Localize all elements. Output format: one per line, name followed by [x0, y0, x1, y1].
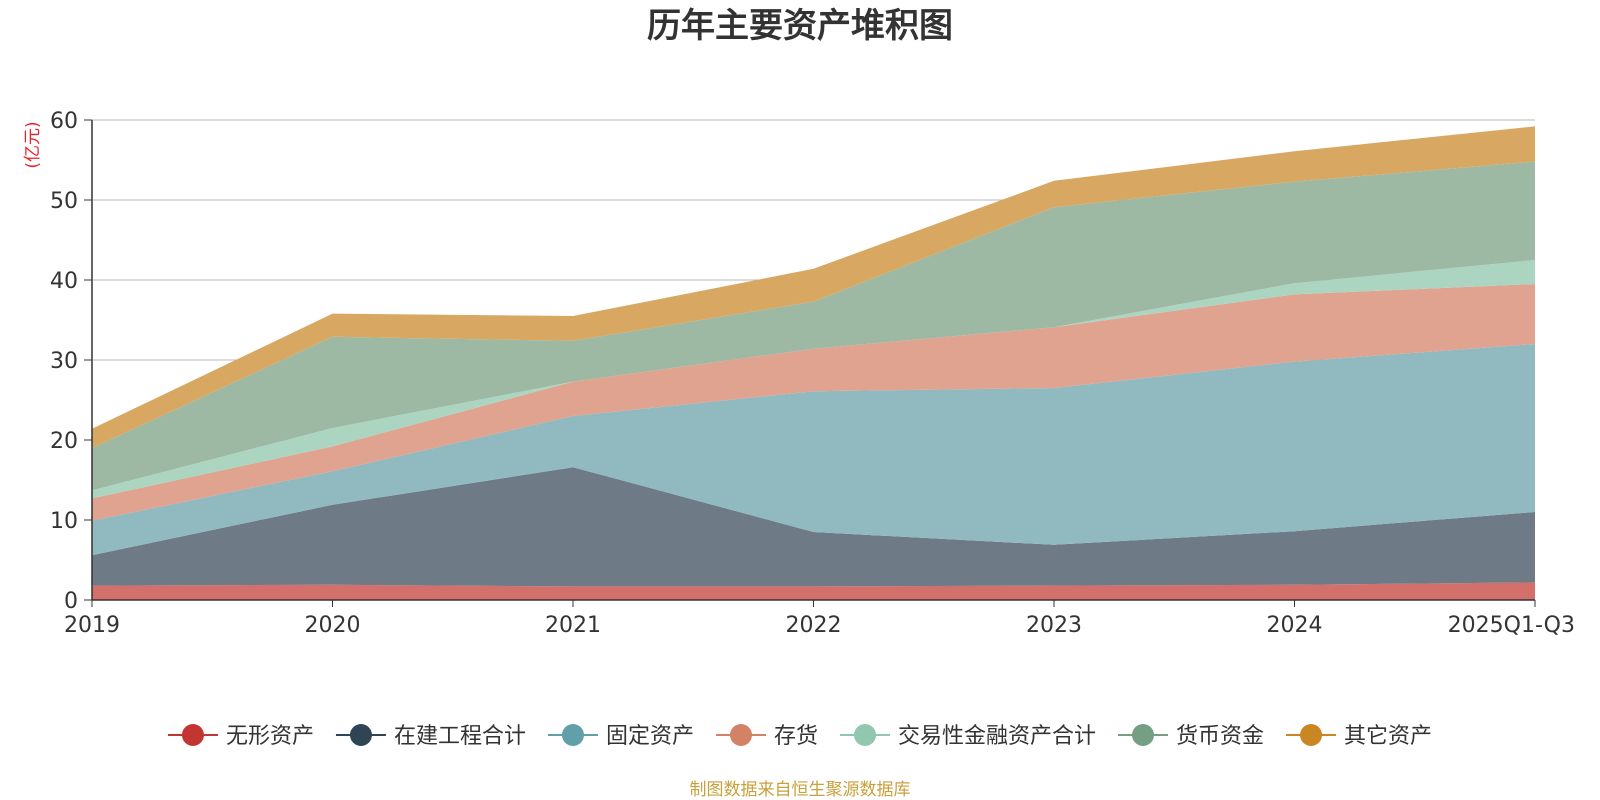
legend-marker-dot — [561, 724, 584, 746]
data-source-note: 制图数据来自恒生聚源数据库 — [690, 780, 911, 800]
legend-label: 存货 — [774, 724, 818, 749]
y-axis-unit-label: (亿元) — [23, 121, 43, 168]
legend-marker-dot — [1300, 724, 1323, 746]
x-tick-label: 2019 — [64, 613, 120, 638]
legend-marker-dot — [854, 724, 877, 746]
area-series-1 — [92, 467, 1535, 587]
x-tick-label: 2021 — [545, 613, 601, 638]
legend-label: 固定资产 — [606, 724, 694, 749]
legend-label: 交易性金融资产合计 — [898, 724, 1096, 749]
area-series-0 — [92, 582, 1535, 600]
x-tick-label: 2025Q1-Q3 — [1448, 613, 1575, 638]
area-series-group — [92, 126, 1535, 600]
chart-title: 历年主要资产堆积图 — [647, 6, 953, 46]
y-tick-label: 10 — [50, 509, 78, 534]
legend-label: 货币资金 — [1176, 724, 1264, 749]
legend-marker-dot — [181, 724, 204, 746]
axes-group: 0 10 20 30 40 50 60 2019 2020 2021 2022 2023 2024 202… — [50, 109, 1575, 638]
y-tick-label: 30 — [50, 349, 78, 374]
x-tick-label: 2023 — [1026, 613, 1082, 638]
legend-label: 无形资产 — [226, 724, 314, 749]
legend-marker-dot — [1132, 724, 1155, 746]
legend-marker-dot — [729, 724, 752, 746]
legend-label: 其它资产 — [1344, 724, 1432, 749]
area-series-3 — [92, 284, 1535, 521]
area-series-2 — [92, 344, 1535, 556]
x-tick-label: 2022 — [786, 613, 842, 638]
y-tick-label: 0 — [64, 589, 78, 614]
area-series-6 — [92, 126, 1535, 449]
legend-label: 在建工程合计 — [394, 724, 526, 749]
legend: 无形资产 在建工程合计 固定资产 存货 交易性金融资产合计 货币资金 其它资产 — [167, 724, 1432, 749]
y-tick-label: 40 — [50, 269, 78, 294]
y-tick-label: 50 — [50, 189, 78, 214]
y-tick-label: 60 — [50, 109, 78, 134]
legend-marker-dot — [349, 724, 372, 746]
area-series-5 — [92, 161, 1535, 491]
area-series-4 — [92, 260, 1535, 499]
x-tick-label: 2020 — [305, 613, 361, 638]
x-tick-label: 2024 — [1267, 613, 1323, 638]
y-tick-label: 20 — [50, 429, 78, 454]
